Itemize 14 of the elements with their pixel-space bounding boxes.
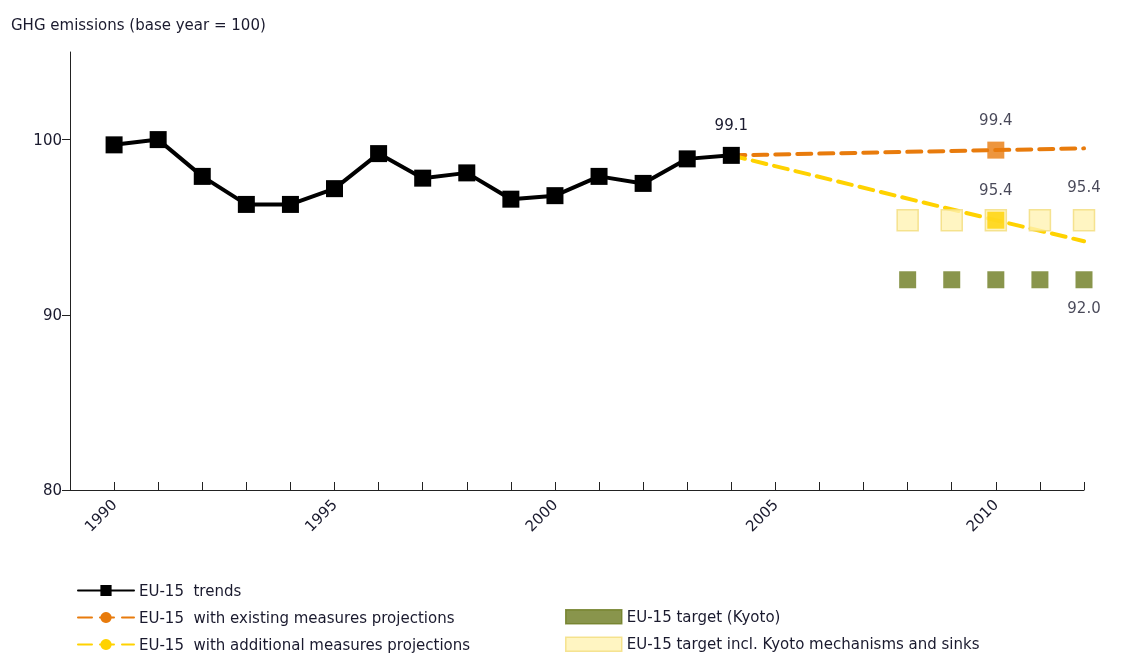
data-label: 95.4	[979, 181, 1013, 200]
legend-label: EU-15 trends	[139, 581, 242, 600]
data-label: 92.0	[1067, 298, 1101, 317]
data-label: 99.1	[714, 116, 749, 135]
legend-label: EU-15 target (Kyoto)	[626, 607, 781, 626]
y-tick-label: 80	[42, 481, 62, 499]
y-axis-title: GHG emissions (base year = 100)	[11, 15, 266, 34]
legend-label: EU-15 target incl. Kyoto mechanisms and sinks	[626, 635, 980, 654]
legend-label: EU-15 with existing measures projections	[139, 608, 455, 627]
y-tick-label: 100	[33, 130, 62, 149]
data-label: 95.4	[1067, 178, 1101, 197]
y-tick-label: 90	[42, 305, 62, 324]
data-label: 99.4	[979, 111, 1013, 130]
legend-label: EU-15 with additional measures projections	[139, 635, 471, 654]
